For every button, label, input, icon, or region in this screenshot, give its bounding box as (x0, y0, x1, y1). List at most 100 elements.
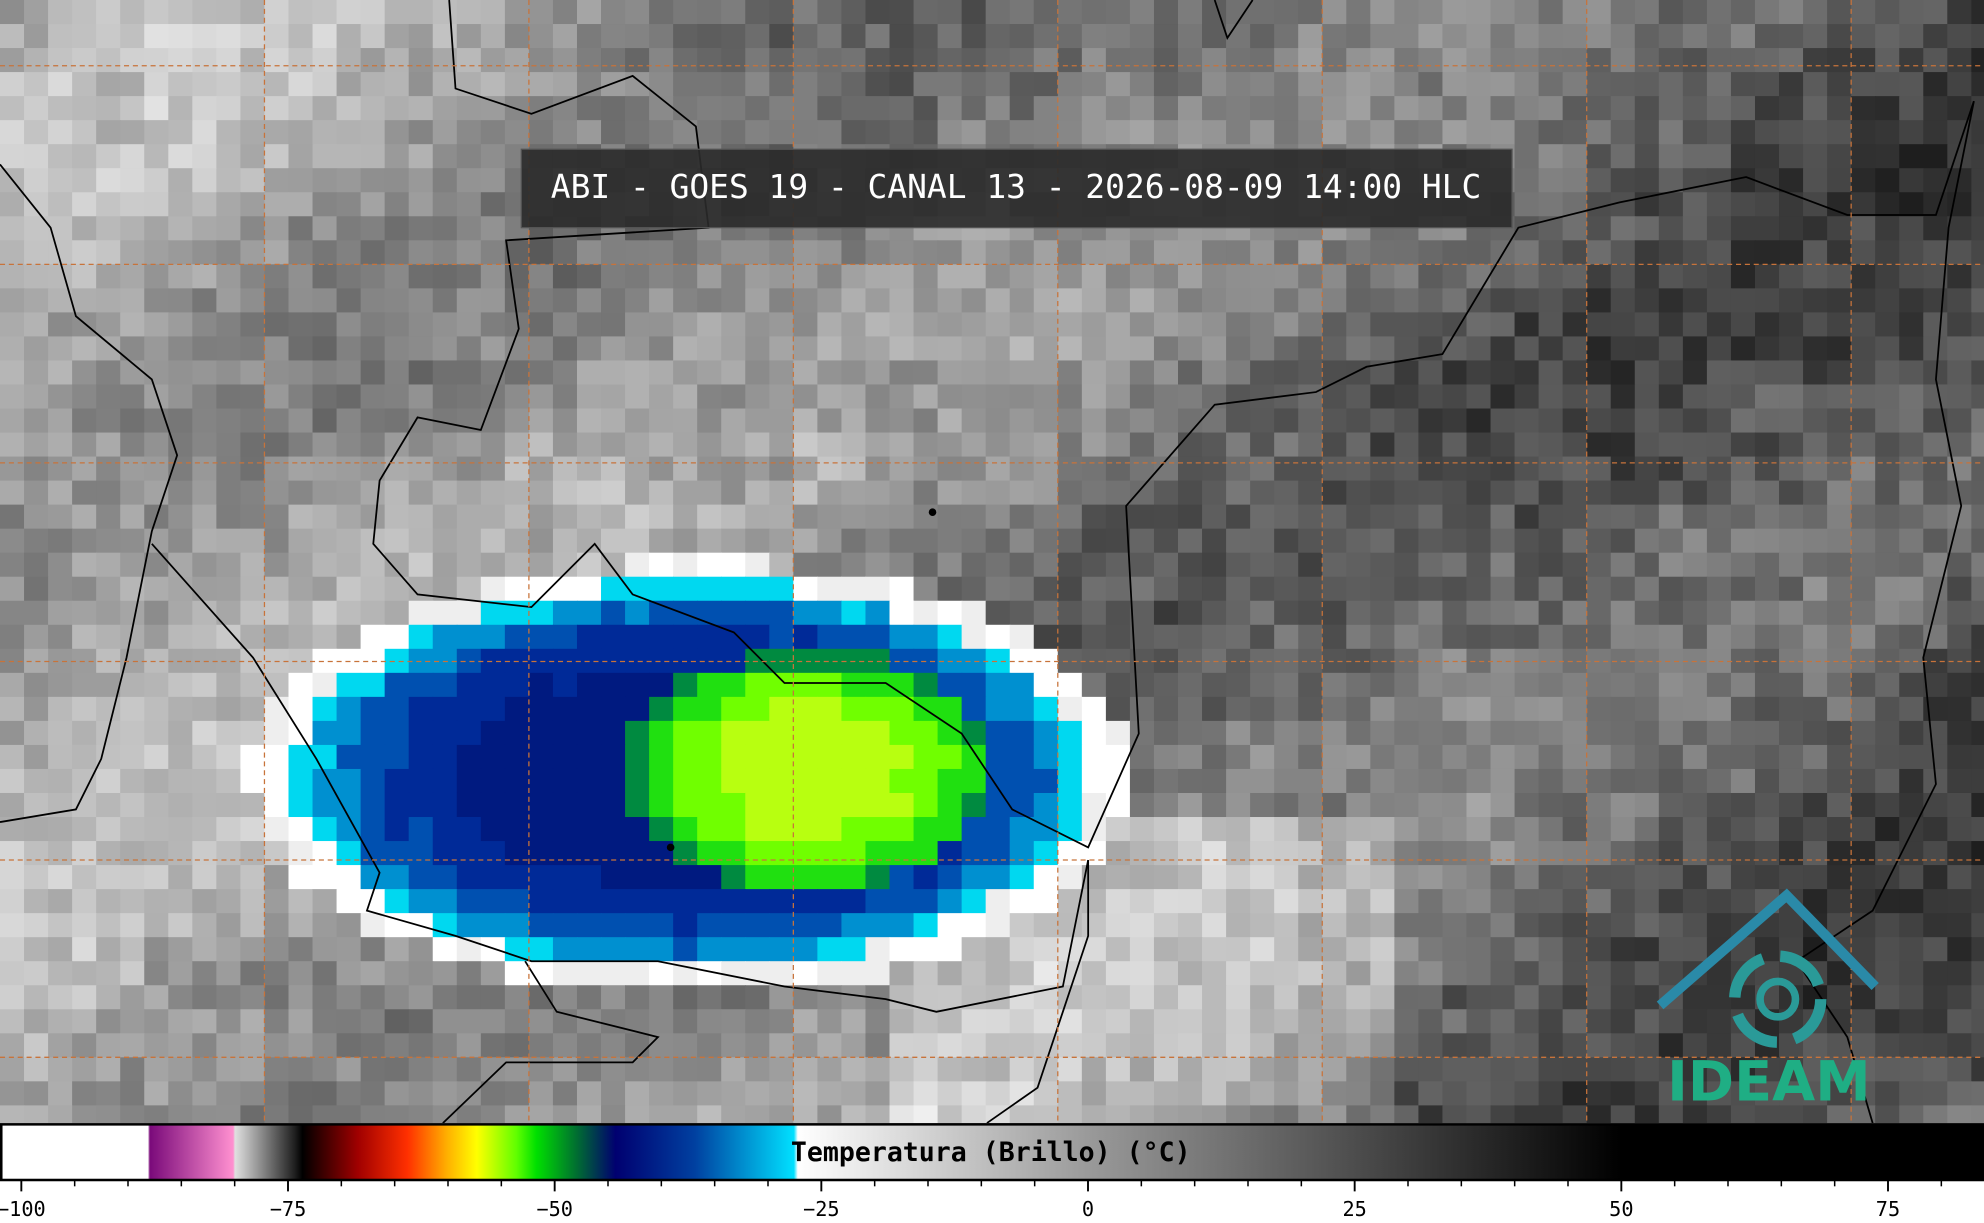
pixel (1226, 96, 1251, 121)
pixel (601, 792, 626, 818)
pixel (96, 360, 121, 386)
pixel (1105, 1057, 1131, 1082)
pixel (264, 937, 290, 962)
pixel (0, 552, 25, 578)
pixel (1971, 937, 1984, 962)
pixel (1875, 288, 1900, 314)
pixel (769, 1033, 794, 1058)
pixel (1105, 552, 1131, 578)
pixel (1827, 792, 1852, 818)
pixel (456, 192, 482, 217)
pixel (72, 744, 97, 770)
pixel (432, 264, 458, 289)
pixel (1851, 312, 1876, 338)
pixel (1418, 720, 1444, 746)
pixel (312, 696, 338, 722)
pixel (480, 0, 506, 25)
pixel (552, 817, 578, 842)
pixel (1490, 528, 1516, 554)
pixel (312, 336, 338, 362)
pixel (96, 913, 121, 938)
pixel (1875, 432, 1900, 458)
pixel (865, 504, 891, 530)
pixel (697, 120, 722, 145)
pixel (1129, 312, 1155, 338)
pixel (216, 624, 242, 650)
pixel (1634, 841, 1660, 866)
pixel (1202, 841, 1227, 866)
pixel (601, 288, 626, 314)
pixel (48, 384, 73, 410)
pixel (1899, 168, 1924, 193)
pixel (168, 865, 193, 890)
pixel (1490, 48, 1516, 73)
pixel (1514, 24, 1540, 49)
pixel (649, 1009, 674, 1034)
pixel (336, 120, 362, 145)
pixel (1562, 24, 1588, 49)
pixel (0, 48, 25, 73)
pixel (1514, 624, 1540, 650)
pixel (1682, 72, 1708, 97)
pixel (336, 937, 362, 962)
pixel (793, 1009, 819, 1034)
pixel (1754, 480, 1780, 506)
pixel (264, 504, 290, 530)
pixel (1081, 913, 1107, 938)
pixel (72, 216, 97, 241)
pixel (240, 600, 266, 626)
pixel (769, 600, 794, 626)
pixel (1947, 696, 1972, 722)
pixel (1610, 72, 1636, 97)
pixel (1562, 865, 1588, 890)
pixel (1202, 480, 1227, 506)
pixel (1779, 312, 1804, 338)
pixel (1779, 216, 1804, 241)
pixel (1851, 576, 1876, 602)
pixel (192, 1009, 217, 1034)
pixel (1779, 432, 1804, 458)
pixel (817, 817, 843, 842)
pixel (1682, 841, 1708, 866)
pixel (1875, 216, 1900, 241)
pixel (1009, 120, 1035, 145)
pixel (1129, 552, 1155, 578)
pixel (1827, 48, 1852, 73)
pixel (625, 312, 650, 338)
pixel (1610, 985, 1636, 1010)
pixel (769, 384, 794, 410)
pixel (168, 937, 193, 962)
pixel (576, 240, 602, 265)
pixel (1226, 312, 1251, 338)
pixel (312, 720, 338, 746)
pixel (1105, 72, 1131, 97)
pixel (1803, 720, 1828, 746)
pixel (745, 576, 770, 602)
pixel (1298, 841, 1323, 866)
pixel (1538, 528, 1564, 554)
pixel (985, 865, 1011, 890)
pixel (1971, 1081, 1984, 1107)
pixel (1250, 889, 1275, 914)
pixel (120, 24, 145, 49)
pixel (1706, 312, 1732, 338)
pixel (1226, 672, 1251, 698)
pixel (1875, 456, 1900, 482)
pixel (1682, 985, 1708, 1010)
pixel (144, 432, 169, 458)
pixel (985, 600, 1011, 626)
pixel (360, 360, 386, 386)
pixel (673, 528, 698, 554)
pixel (1009, 456, 1035, 482)
pixel (456, 168, 482, 193)
pixel (336, 528, 362, 554)
tick-label: 0 (1082, 1197, 1094, 1221)
pixel (216, 0, 242, 25)
pixel (144, 384, 169, 410)
pixel (504, 1009, 530, 1034)
pixel (240, 384, 266, 410)
pixel (1514, 672, 1540, 698)
pixel (1875, 817, 1900, 842)
pixel (360, 792, 386, 818)
pixel (841, 1081, 867, 1107)
